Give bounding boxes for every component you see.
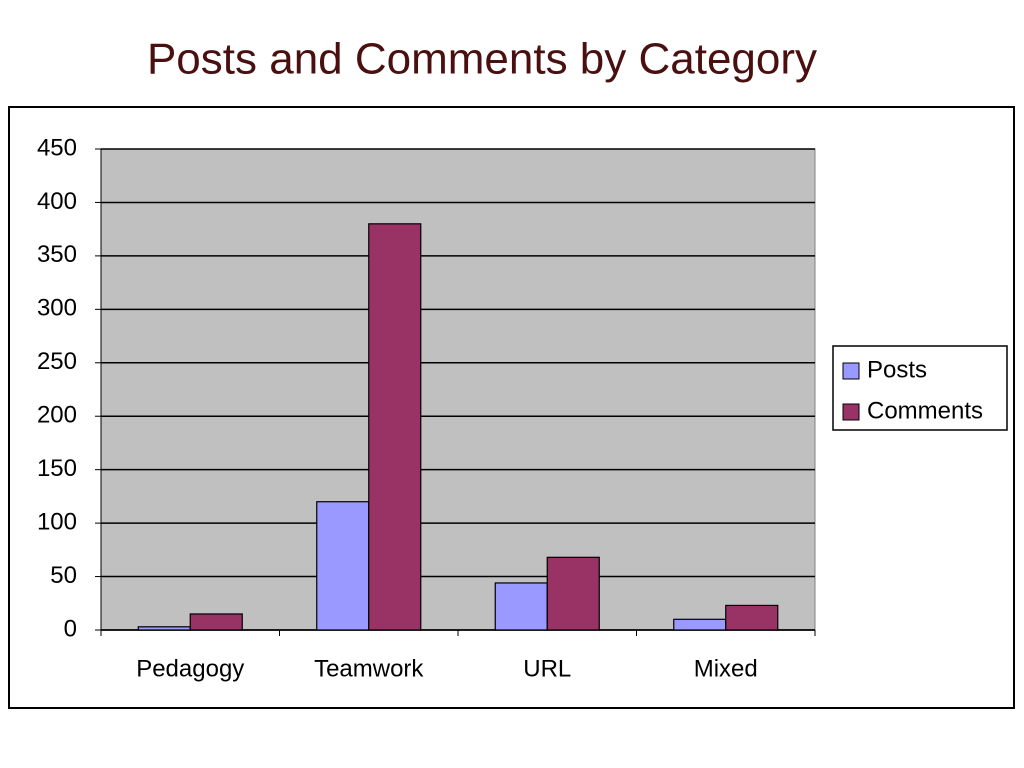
x-tick-label: Mixed	[694, 655, 758, 682]
y-tick-label: 200	[37, 402, 77, 429]
plot-area	[100, 148, 816, 631]
x-tick-label: URL	[523, 655, 571, 682]
chart-title: Posts and Comments by Category	[147, 35, 817, 84]
bar	[725, 604, 779, 631]
y-tick-label: 0	[64, 615, 77, 642]
y-tick-label: 350	[37, 241, 77, 268]
legend-swatch	[842, 403, 860, 421]
x-tick-label: Pedagogy	[136, 655, 244, 682]
y-tick-label: 300	[37, 295, 77, 322]
legend-label: Posts	[867, 356, 927, 383]
y-tick-label: 450	[37, 134, 77, 161]
y-tick-label: 150	[37, 455, 77, 482]
y-tick-label: 100	[37, 508, 77, 535]
y-tick-label: 250	[37, 348, 77, 375]
y-tick-label: 400	[37, 188, 77, 215]
bar	[673, 618, 727, 631]
x-tick-label: Teamwork	[314, 655, 424, 682]
bar	[546, 556, 600, 631]
legend-swatch	[842, 362, 860, 380]
bar	[189, 613, 243, 631]
bar	[368, 223, 422, 631]
legend-box	[832, 345, 1008, 431]
y-tick-label: 50	[50, 562, 77, 589]
bar	[137, 626, 191, 631]
legend-label: Comments	[867, 397, 983, 424]
bar	[316, 501, 370, 631]
bar	[494, 582, 548, 631]
